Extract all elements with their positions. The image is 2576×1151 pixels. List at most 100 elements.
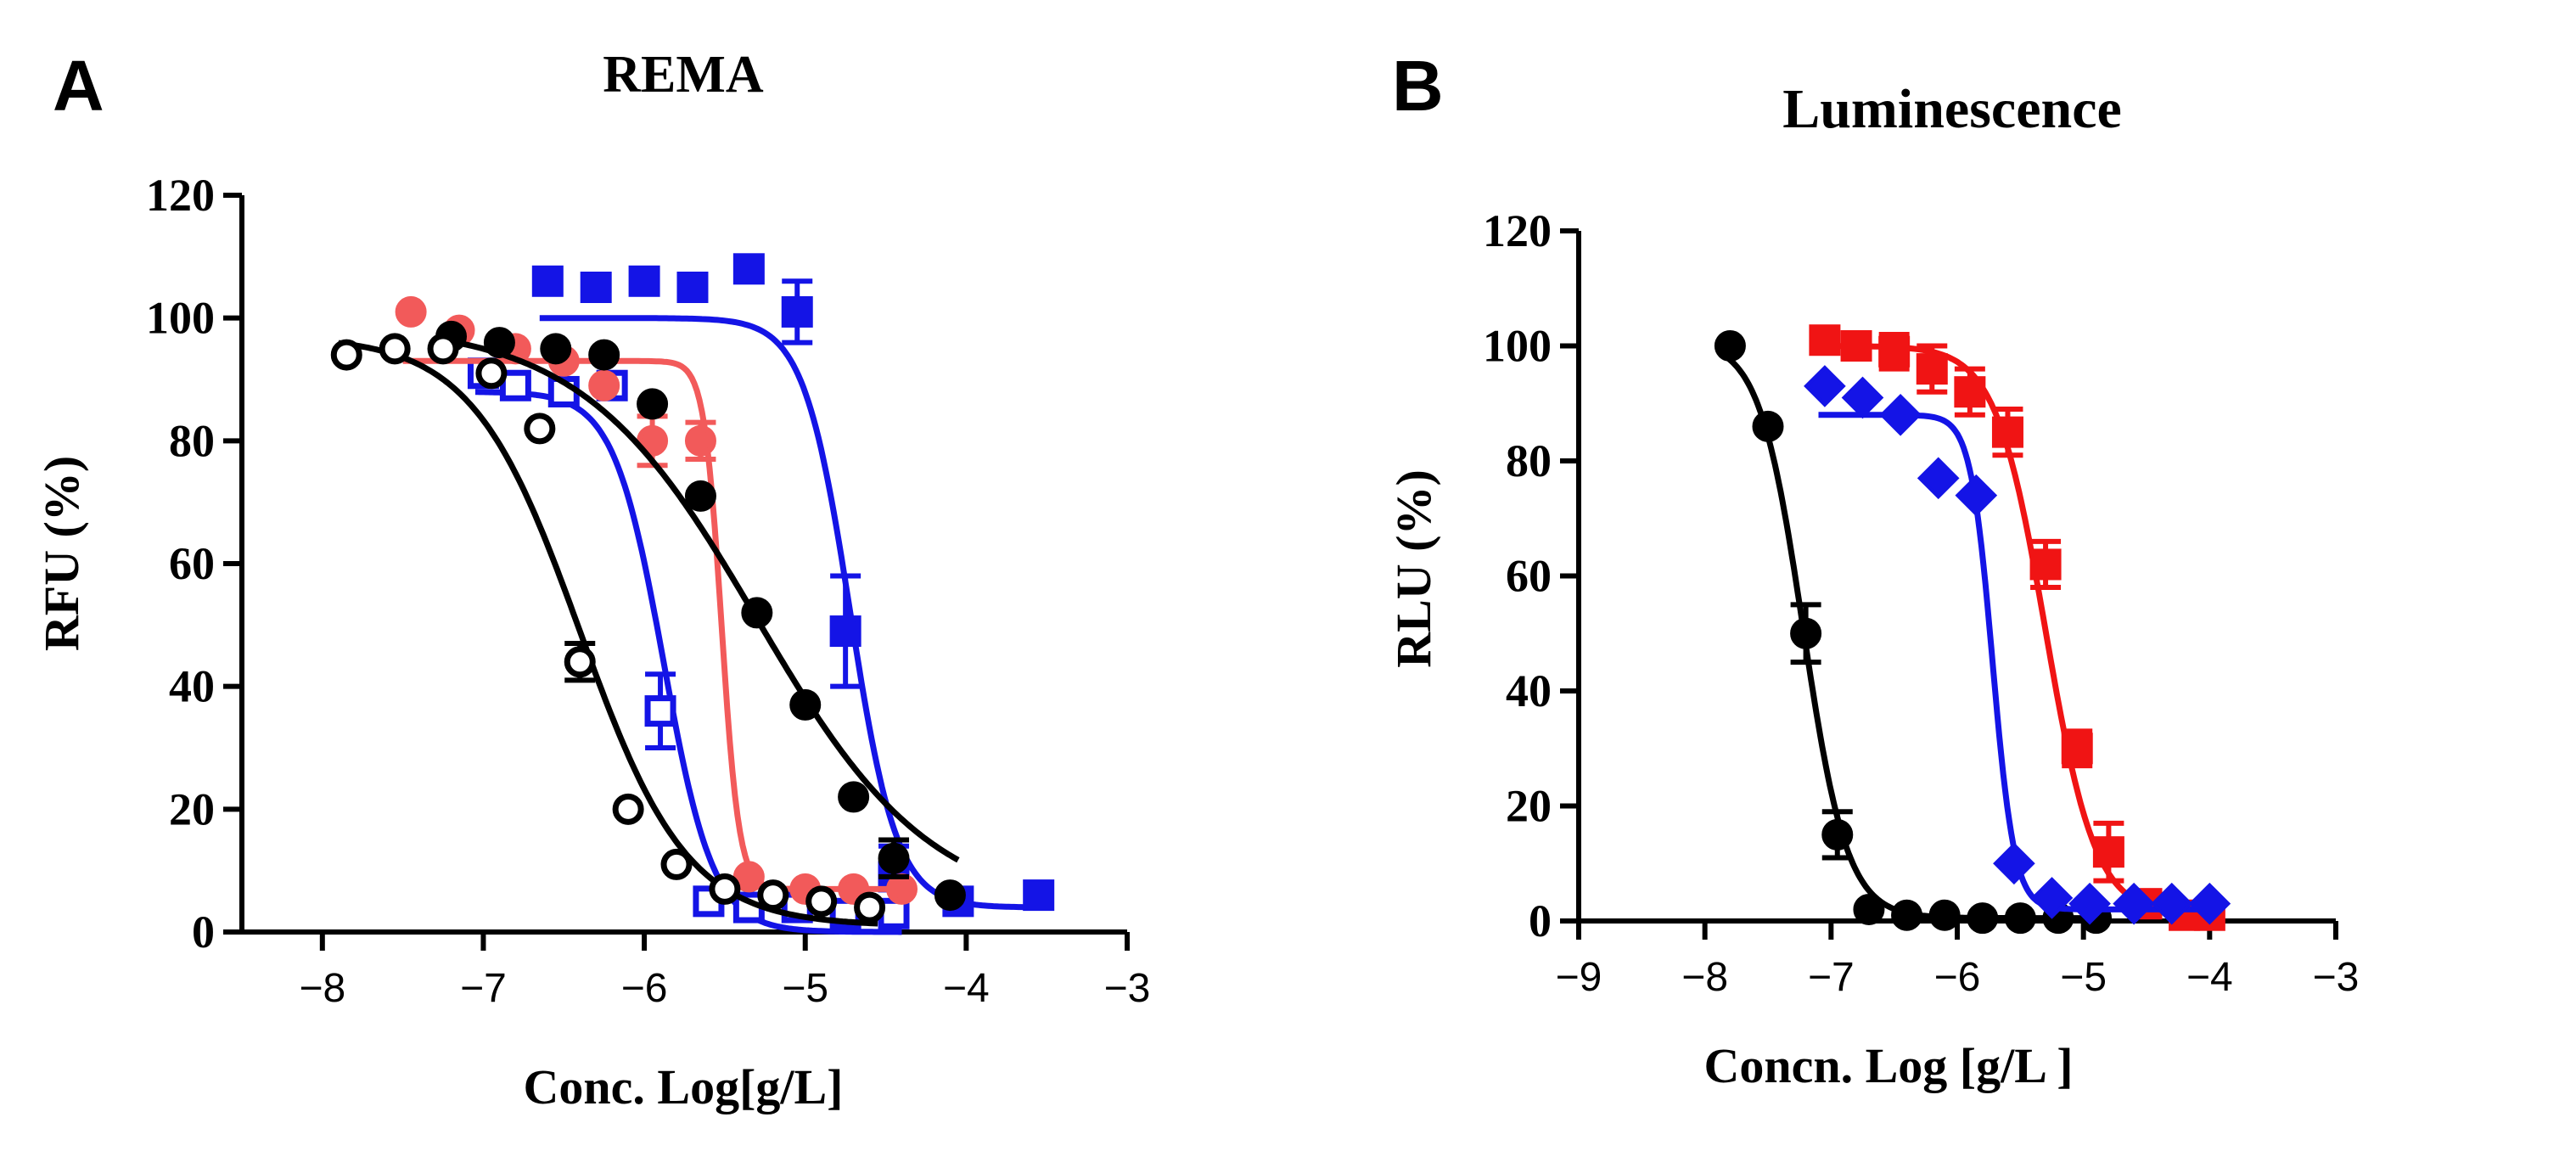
data-point bbox=[1993, 842, 2035, 885]
x-tick-label: −6 bbox=[621, 966, 668, 1011]
data-point bbox=[612, 793, 644, 825]
y-tick-label: 120 bbox=[146, 170, 215, 221]
data-point bbox=[878, 842, 910, 874]
data-point bbox=[531, 265, 564, 297]
fit-curve bbox=[338, 340, 878, 927]
data-point bbox=[1891, 899, 1923, 931]
y-tick-label: 80 bbox=[169, 415, 215, 466]
y-tick-label: 40 bbox=[169, 661, 215, 712]
chart-title-b: Luminescence bbox=[1782, 78, 2122, 140]
series-clr bbox=[330, 333, 886, 927]
data-point bbox=[395, 295, 427, 328]
panel-letter-a: A bbox=[53, 46, 104, 126]
x-tick-label: −7 bbox=[1808, 955, 1855, 1000]
data-point bbox=[1917, 457, 1960, 500]
data-point bbox=[1879, 393, 1922, 436]
fit-curve bbox=[475, 389, 902, 935]
data-point bbox=[829, 615, 861, 648]
data-point bbox=[1821, 818, 1854, 851]
y-tick-label: 60 bbox=[169, 538, 215, 589]
x-tick-label: −3 bbox=[2313, 955, 2360, 1000]
plot-area-a bbox=[330, 253, 1055, 935]
y-tick-label: 120 bbox=[1483, 205, 1552, 256]
x-tick-label: −6 bbox=[1934, 955, 1981, 1000]
data-point bbox=[483, 327, 515, 359]
y-axis-label-a: RFU (%) bbox=[34, 456, 89, 651]
y-tick-label: 60 bbox=[1506, 551, 1552, 602]
data-point bbox=[2150, 882, 2193, 925]
data-point bbox=[732, 253, 765, 285]
data-point bbox=[637, 388, 669, 420]
data-point bbox=[637, 424, 669, 457]
y-tick-label: 20 bbox=[1506, 781, 1552, 832]
x-tick-label: −9 bbox=[1556, 955, 1602, 1000]
y-tick-label: 40 bbox=[1506, 665, 1552, 716]
data-point bbox=[1840, 330, 1872, 362]
data-point bbox=[1790, 617, 1822, 649]
data-point bbox=[564, 646, 596, 678]
data-point bbox=[2068, 882, 2111, 925]
data-point bbox=[2113, 882, 2155, 925]
data-point bbox=[732, 861, 765, 893]
x-tick-label: −4 bbox=[943, 966, 990, 1011]
data-point bbox=[2029, 548, 2062, 581]
y-tick-label: 20 bbox=[169, 783, 215, 834]
fit-curve bbox=[539, 315, 1047, 911]
data-point bbox=[644, 695, 676, 727]
data-point bbox=[1954, 376, 1986, 408]
data-point bbox=[684, 480, 716, 512]
data-point bbox=[588, 339, 620, 371]
axes-b: 0 20 40 60 80 100 120 −9 −8 −7 −6 −5 −4 −3 bbox=[1483, 205, 2359, 1000]
data-point bbox=[499, 369, 531, 401]
data-point bbox=[684, 424, 716, 457]
data-point bbox=[838, 781, 870, 813]
data-point bbox=[2061, 733, 2093, 765]
data-point bbox=[379, 333, 411, 365]
x-tick-label: −5 bbox=[782, 966, 828, 1011]
y-tick-label: 0 bbox=[1529, 896, 1552, 946]
data-point bbox=[709, 873, 741, 905]
data-point bbox=[580, 272, 612, 303]
data-point bbox=[781, 295, 813, 328]
data-point bbox=[1804, 365, 1846, 407]
data-point bbox=[524, 413, 556, 445]
data-point bbox=[330, 339, 362, 371]
data-point bbox=[1841, 376, 1884, 419]
data-point bbox=[475, 357, 508, 390]
x-axis-label-b: Concn. Log [g/L ] bbox=[1703, 1038, 2073, 1093]
data-point bbox=[886, 873, 918, 905]
data-point bbox=[1928, 899, 1961, 931]
data-point bbox=[934, 879, 966, 912]
data-point bbox=[588, 369, 620, 401]
data-point bbox=[1991, 416, 2023, 448]
data-point bbox=[805, 885, 838, 918]
y-tick-label: 0 bbox=[192, 907, 215, 957]
data-point bbox=[854, 891, 886, 924]
data-point bbox=[660, 848, 693, 880]
data-point bbox=[427, 333, 459, 365]
data-point bbox=[2004, 902, 2036, 935]
panel-b: B Luminescence Concn. Log [g/L ] RLU (%)… bbox=[1386, 46, 2359, 1093]
data-point bbox=[1878, 335, 1911, 368]
data-point bbox=[1916, 353, 1948, 385]
panel-a: A REMA Conc. Log[g/L] RFU (%) 0 20 40 60 80 1… bbox=[34, 46, 1150, 1115]
data-point bbox=[1955, 474, 1998, 517]
data-point bbox=[628, 265, 660, 297]
y-axis-label-b: RLU (%) bbox=[1386, 469, 1441, 668]
x-tick-label: −4 bbox=[2186, 955, 2233, 1000]
y-tick-label: 100 bbox=[1483, 321, 1552, 372]
series-amk bbox=[1804, 365, 2231, 925]
data-point bbox=[1967, 902, 1999, 935]
data-point bbox=[540, 333, 572, 365]
plot-area-b bbox=[1714, 324, 2231, 935]
data-point bbox=[2188, 882, 2231, 925]
x-tick-label: −5 bbox=[2060, 955, 2107, 1000]
data-point bbox=[1809, 324, 1841, 357]
data-point bbox=[789, 688, 822, 721]
x-axis-label-a: Conc. Log[g/L] bbox=[524, 1059, 844, 1115]
panel-letter-b: B bbox=[1392, 46, 1444, 126]
data-point bbox=[547, 375, 580, 407]
y-tick-label: 100 bbox=[146, 293, 215, 344]
axes-a: 0 20 40 60 80 100 120 −8 −7 −6 −5 −4 −3 bbox=[146, 170, 1150, 1011]
